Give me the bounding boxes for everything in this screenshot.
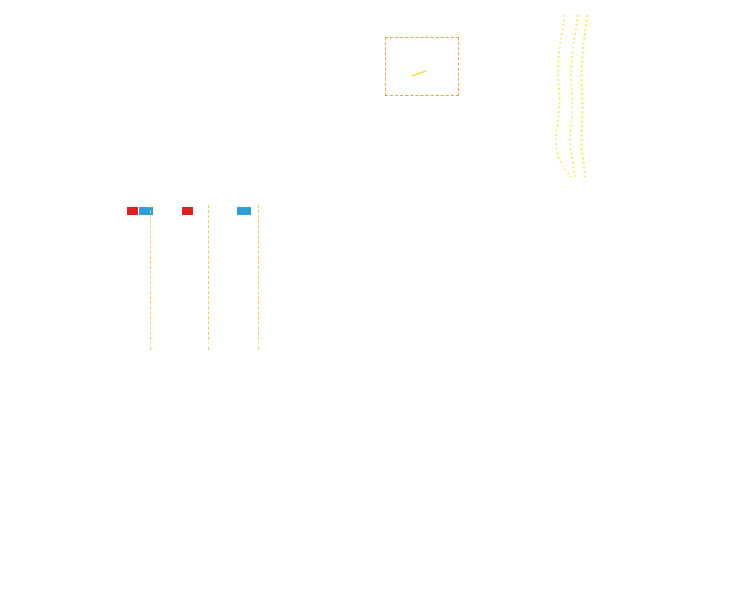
scalebar — [328, 164, 359, 167]
idpc-image-b — [325, 15, 487, 177]
interface-dashed-line — [258, 205, 259, 350]
scalebar — [182, 343, 211, 346]
layer-outline-dotted — [555, 15, 588, 177]
map-side-label — [239, 215, 250, 343]
element-badge-c — [127, 207, 138, 215]
eds-map-molybdenum — [235, 205, 287, 350]
map-side-label — [129, 215, 140, 343]
map-side-label — [184, 215, 195, 343]
interface-dashed-line — [208, 205, 209, 350]
idpc-image-c — [523, 15, 710, 177]
element-badge-c — [182, 207, 193, 215]
scalebar — [127, 343, 156, 346]
interface-dashed-line — [150, 205, 151, 350]
element-badge-mo — [237, 207, 251, 215]
haadf-image — [130, 15, 292, 177]
eds-map-carbon — [180, 205, 232, 350]
scalebar — [237, 343, 266, 346]
scalebar — [527, 163, 568, 166]
measure-line — [411, 70, 427, 77]
eds-map-interface — [125, 205, 177, 350]
scalebar — [139, 160, 202, 163]
element-badge-mo — [139, 207, 153, 215]
measurement-box — [385, 37, 459, 96]
